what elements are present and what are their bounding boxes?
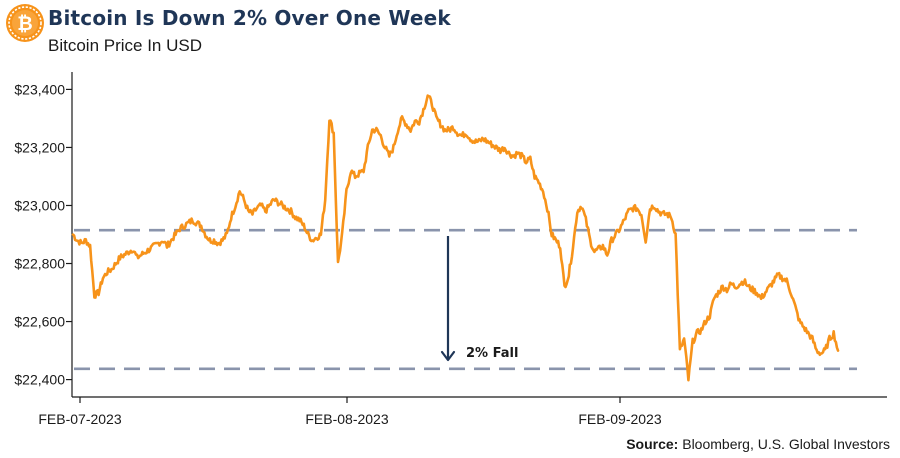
chart-subtitle: Bitcoin Price In USD [48, 36, 202, 55]
source-text: Bloomberg, U.S. Global Investors [682, 436, 890, 452]
y-tick-label: $23,400 [14, 81, 65, 97]
bitcoin-coin-icon: ₿ [6, 4, 44, 42]
chart-header: ₿ Bitcoin Is Down 2% Over One Week Bitco… [0, 0, 900, 60]
reference-lines [74, 228, 857, 371]
y-axis: $22,400 $22,600 $22,800 $23,000 $23,200 $23,4… [14, 72, 73, 397]
y-tick-label: $22,800 [14, 256, 65, 272]
y-tick-label: $22,400 [14, 372, 65, 388]
source-label: Source: [626, 436, 679, 452]
x-tick-label: FEB-09-2023 [578, 411, 661, 427]
x-axis: FEB-07-2023 FEB-08-2023 FEB-09-2023 [38, 396, 887, 427]
y-tick-label: $23,000 [14, 197, 65, 213]
series-group [71, 94, 840, 382]
fall-arrow-head [440, 350, 456, 362]
fall-annotation-label: 2% Fall [466, 346, 518, 361]
chart-title: Bitcoin Is Down 2% Over One Week [48, 6, 451, 30]
y-tick-label: $22,600 [14, 314, 65, 330]
x-tick-label: FEB-07-2023 [38, 411, 121, 427]
x-tick-label: FEB-08-2023 [305, 411, 388, 427]
series-line [71, 94, 840, 382]
annotation-group: 2% Fall [440, 235, 518, 362]
y-tick-label: $23,200 [14, 139, 65, 155]
svg-text:₿: ₿ [17, 13, 32, 35]
source-note: Source: Bloomberg, U.S. Global Investors [626, 436, 890, 452]
